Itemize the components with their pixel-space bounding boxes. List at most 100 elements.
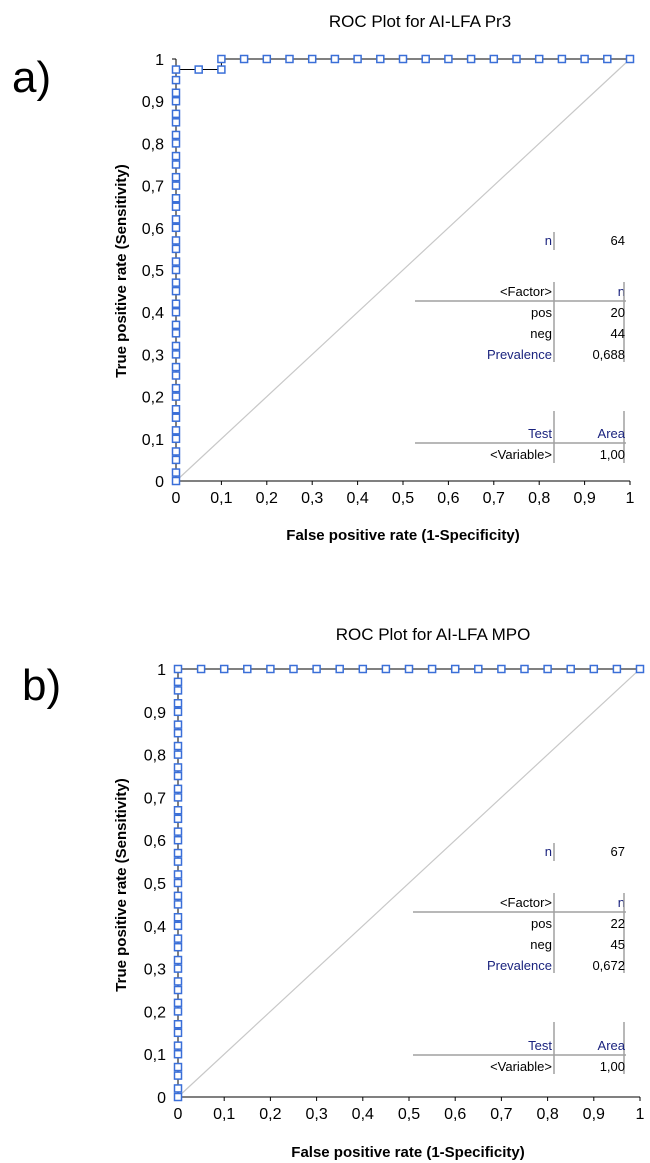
- panel-b-roc-point: [312, 664, 321, 674]
- panel-a-roc-point: [171, 109, 181, 119]
- panel-b-roc-point: [173, 793, 183, 802]
- panel-b-x-tick-label: 0,4: [352, 1106, 374, 1123]
- panel-b-roc-point: [219, 664, 229, 674]
- panel-a-roc-point: [512, 54, 521, 64]
- panel-b-title: ROC Plot for AI-LFA MPO: [336, 625, 531, 644]
- panel-b-x-tick-label: 0,3: [305, 1106, 327, 1123]
- panel-b-roc-point: [173, 784, 183, 794]
- panel-a-roc-point: [171, 329, 181, 338]
- panel-b-roc-point: [358, 664, 368, 674]
- panel-b-roc-point: [427, 664, 437, 674]
- panel-a-x-tick-label: 0,8: [528, 490, 550, 507]
- panel-a-roc-point: [194, 65, 203, 74]
- panel-a-roc-point: [307, 54, 317, 64]
- panel-b-prevalence-label: Prevalence: [487, 958, 552, 973]
- panel-b-roc-point: [173, 934, 183, 943]
- panel-b-xlabel: False positive rate (1-Specificity): [291, 1144, 524, 1161]
- panel-b-roc-point: [566, 664, 575, 674]
- panel-b-prevalence-value: 0,672: [592, 958, 625, 973]
- panel-a-x-tick-label: 0,2: [256, 490, 278, 507]
- panel-a-roc-point: [171, 434, 181, 444]
- panel-a-roc-point: [171, 236, 181, 245]
- panel-b-diagonal-line: [177, 668, 641, 1098]
- panel-b-y-tick-label: 0,3: [144, 962, 166, 979]
- panel-b-roc-point: [173, 870, 183, 879]
- panel-a-neg-label: neg: [530, 326, 552, 341]
- panel-a-roc-point: [171, 139, 181, 148]
- panel-a-roc-point: [534, 54, 544, 64]
- panel-b-roc-point: [335, 664, 344, 674]
- panel-b-roc-point: [173, 985, 183, 995]
- panel-b-x-tick-label: 0,2: [259, 1106, 281, 1123]
- panel-b-y-tick-label: 0,5: [144, 876, 166, 893]
- panel-b-stats: n 67 <Factor> n pos 22 neg 45 Prevalence…: [413, 843, 626, 1074]
- panel-a-roc-point: [171, 371, 181, 380]
- panel-a-y-tick-label: 0: [155, 474, 164, 491]
- panel-b-y-tick-label: 0,2: [144, 1004, 166, 1021]
- panel-b-roc-point: [173, 835, 183, 845]
- panel-a-roc-point: [171, 181, 181, 190]
- panel-b-neg-value: 45: [611, 937, 625, 952]
- panel-a-x-tick-label: 0,6: [437, 490, 459, 507]
- panel-a-roc-point: [171, 299, 181, 309]
- panel-b-roc-point: [173, 1071, 183, 1080]
- panel-b-x-tick-label: 0: [174, 1106, 183, 1123]
- panel-a-factor-header: <Factor>: [500, 284, 552, 299]
- panel-b-test-header: Test: [528, 1038, 552, 1053]
- panel-b-pos-value: 22: [611, 916, 625, 931]
- panel-b-roc-point: [173, 771, 183, 781]
- panel-a-roc-point: [171, 65, 181, 74]
- panel-b-roc-point: [173, 686, 183, 695]
- panel-b-roc-point: [173, 964, 183, 973]
- panel-b-y-tick-label: 0,1: [144, 1047, 166, 1064]
- panel-a-roc-point: [171, 202, 181, 211]
- panel-a-x-tick-label: 0,4: [346, 490, 368, 507]
- panel-b-x-tick-label: 0,8: [536, 1106, 558, 1123]
- panel-b-roc-point: [173, 955, 183, 965]
- panel-a-roc-point: [376, 54, 385, 64]
- panel-a-roc-point: [171, 426, 181, 435]
- panel-a-y-tick-label: 0,4: [142, 305, 164, 322]
- panel-a-roc-point: [171, 307, 181, 317]
- panel-a-title: ROC Plot for AI-LFA Pr3: [329, 12, 511, 31]
- panel-b-roc-point: [173, 1092, 183, 1102]
- panel-a-roc-point: [171, 392, 181, 401]
- panel-b-x-tick-label: 0,9: [583, 1106, 605, 1123]
- panel-a-stats: n 64 <Factor> n pos 20 neg 44 Prevalence…: [415, 232, 626, 463]
- panel-a-roc-point: [171, 194, 181, 203]
- panel-b-roc-point: [173, 677, 183, 687]
- panel-b-factor-n-header: n: [618, 895, 625, 910]
- panel-b-roc-point: [173, 763, 183, 772]
- panel-a-variable-label: <Variable>: [490, 447, 552, 462]
- panel-b-roc-point: [196, 664, 206, 674]
- panel-b-roc-point: [173, 750, 183, 759]
- panel-a-plot: 0 0,1 0,2 0,3 0,4 0,5 0,6 0,7 0,8 0,9 1 0 0,1 0,2 0,3 0…: [142, 52, 635, 507]
- panel-a-y-tick-label: 0,2: [142, 390, 164, 407]
- panel-a-roc-point: [171, 476, 181, 486]
- panel-a-pos-label: pos: [531, 305, 552, 320]
- panel-b-neg-label: neg: [530, 937, 552, 952]
- panel-a-roc-point: [171, 265, 181, 275]
- panel-b-ylabel: True positive rate (Sensitivity): [113, 778, 130, 991]
- panel-a-roc-point: [171, 75, 181, 85]
- panel-a-roc-point: [171, 160, 181, 169]
- panel-a-roc-point: [171, 118, 181, 127]
- panel-a-x-tick-label: 0,9: [573, 490, 595, 507]
- panel-a-pos-value: 20: [611, 305, 625, 320]
- panel-a-y-tick-label: 0,5: [142, 263, 164, 280]
- panel-a-xlabel: False positive rate (1-Specificity): [286, 527, 519, 544]
- panel-b-area-header: Area: [598, 1038, 626, 1053]
- panel-b-roc-point: [173, 1019, 183, 1029]
- panel-b-roc-point: [520, 664, 529, 674]
- panel-a-roc-point: [171, 286, 181, 296]
- panel-b-plot: 0 0,1 0,2 0,3 0,4 0,5 0,6 0,7 0,8 0,9 1 0 0,1 0,2 0,3 0…: [144, 662, 645, 1123]
- panel-a-roc-point: [466, 54, 476, 64]
- panel-b-label: b): [22, 661, 61, 710]
- panel-b-roc-point: [243, 664, 252, 674]
- panel-a-roc-point: [421, 54, 430, 64]
- panel-b-roc-point: [173, 741, 183, 751]
- panel-b-roc-point: [173, 728, 183, 738]
- panel-a-factor-n-header: n: [618, 284, 625, 299]
- panel-b-y-tick-label: 0: [157, 1090, 166, 1107]
